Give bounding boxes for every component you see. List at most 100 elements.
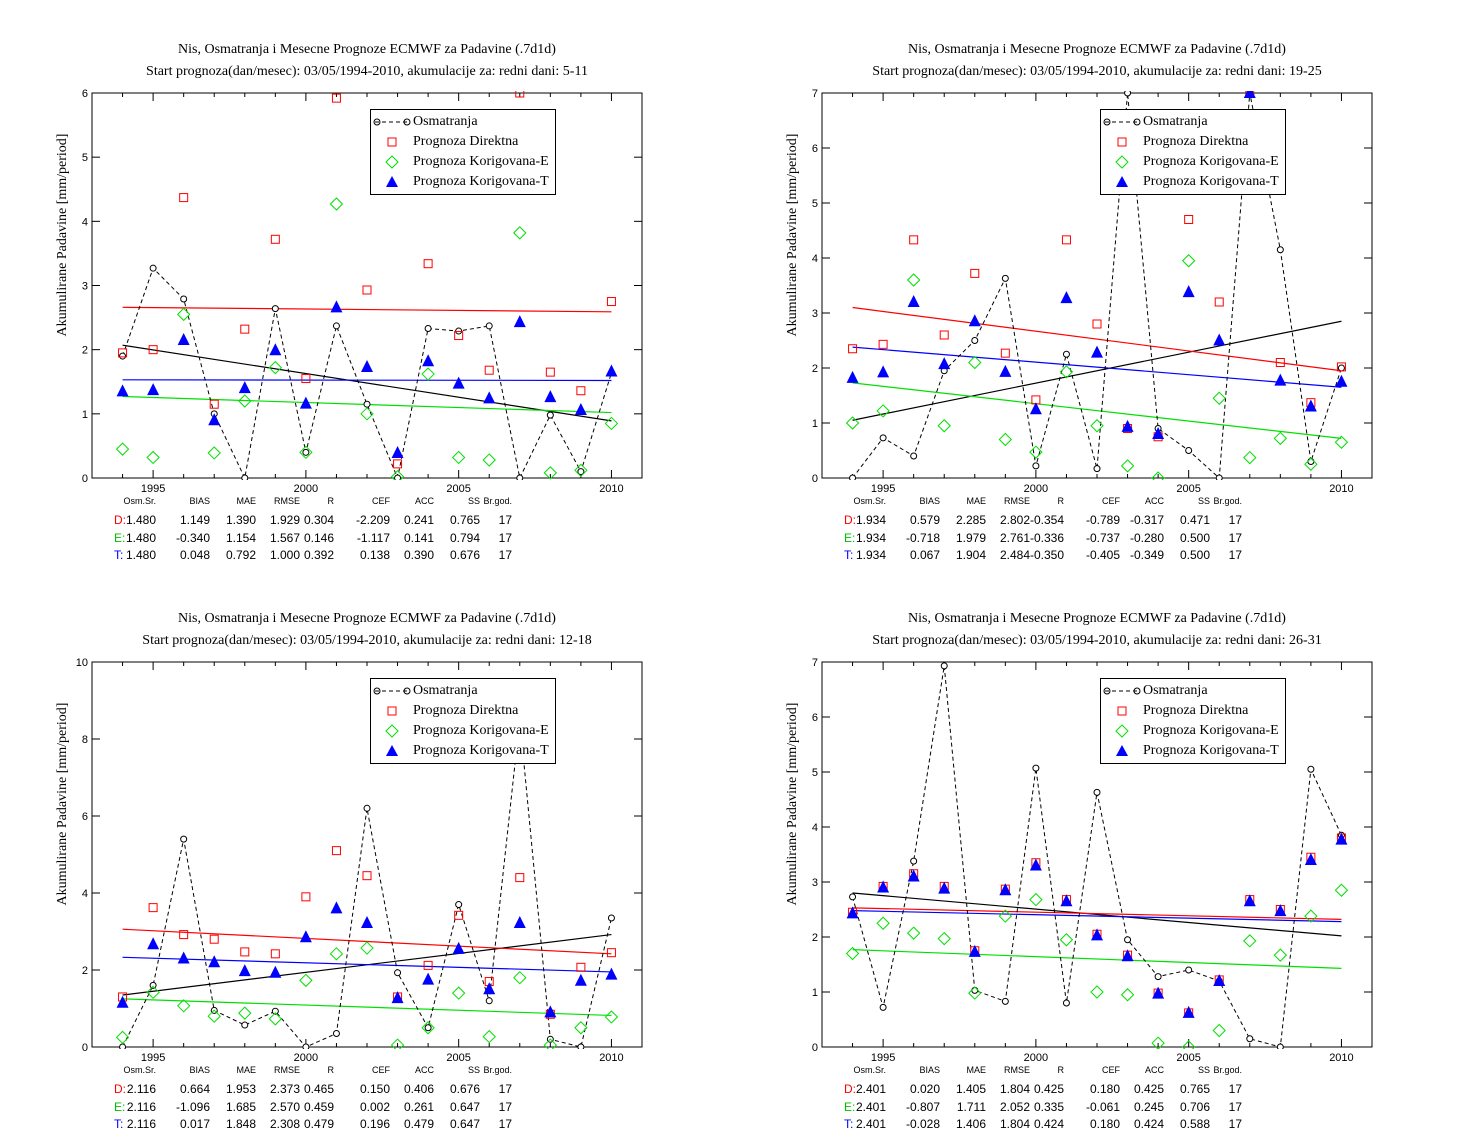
legend: Osmatranja Prognoza Direktna Prognoza Ko… bbox=[1100, 678, 1286, 764]
direct-forecast-point bbox=[1214, 297, 1224, 307]
stats-cell: 0.180 bbox=[1089, 1082, 1120, 1096]
stats-cell: 2.484 bbox=[999, 548, 1030, 562]
stats-header: SS bbox=[1197, 1065, 1210, 1075]
corrected-t-point bbox=[1304, 399, 1317, 412]
stats-header: BIAS bbox=[919, 496, 940, 506]
triangle-marker-icon bbox=[1101, 172, 1143, 192]
y-tick-label: 5 bbox=[812, 767, 818, 779]
y-tick-label: 1 bbox=[812, 987, 818, 999]
stats-cell: 0.304 bbox=[303, 513, 334, 527]
stats-cell: 0.471 bbox=[1179, 513, 1210, 527]
observation-point bbox=[119, 352, 127, 360]
legend-item-corrected-e: Prognoza Korigovana-E bbox=[1101, 721, 1279, 741]
legend-label: Prognoza Direktna bbox=[1143, 134, 1249, 149]
observation-point bbox=[149, 264, 157, 272]
direct-forecast-point bbox=[1000, 348, 1010, 358]
stats-header: R bbox=[1057, 1065, 1065, 1075]
legend-label: Prognoza Korigovana-E bbox=[1143, 723, 1279, 738]
y-tick-label: 4 bbox=[82, 216, 88, 228]
observation-point bbox=[910, 857, 918, 865]
stats-header: BIAS bbox=[919, 1065, 940, 1075]
corrected-t-point bbox=[361, 359, 373, 372]
stats-cell: 2.401 bbox=[855, 1082, 886, 1096]
corrected-t-point bbox=[544, 390, 557, 403]
stats-row-label: T: bbox=[844, 548, 854, 562]
legend-label: Osmatranja bbox=[413, 114, 478, 129]
corrected-t-point bbox=[907, 869, 920, 882]
stats-cell: 1.685 bbox=[225, 1100, 256, 1114]
corrected-t-point bbox=[1152, 986, 1165, 999]
stats-header: R bbox=[1057, 496, 1065, 506]
corrected-e-point bbox=[1334, 435, 1349, 449]
legend-item-observations: Osmatranja bbox=[371, 681, 549, 701]
plot-area: 0 1 2 3 4 5 6 1995 2000 2005 2010 bbox=[82, 88, 643, 495]
x-tick-label: 1995 bbox=[871, 483, 895, 495]
legend-label: Prognoza Direktna bbox=[1143, 703, 1249, 718]
stats-cell: 0.765 bbox=[449, 513, 480, 527]
x-tick-label: 2010 bbox=[1329, 483, 1353, 495]
y-tick-label: 6 bbox=[82, 88, 88, 100]
legend-label: Prognoza Korigovana-E bbox=[413, 723, 549, 738]
y-tick-label: 4 bbox=[812, 822, 818, 834]
corrected-t-point bbox=[1335, 832, 1348, 845]
y-tick-label: 1 bbox=[812, 418, 818, 430]
stats-cell: 1.711 bbox=[956, 1100, 986, 1114]
corrected-e-point bbox=[1243, 934, 1257, 948]
legend-item-direct: Prognoza Direktna bbox=[1101, 132, 1279, 152]
stats-cell: -0.789 bbox=[1085, 513, 1120, 527]
trend-line-corrT bbox=[122, 379, 612, 382]
legend-item-corrected-t: Prognoza Korigovana-T bbox=[1101, 172, 1279, 192]
trend-line-corrE bbox=[852, 949, 1342, 969]
stats-cell: 17 bbox=[1228, 531, 1242, 545]
stats-cell: 2.308 bbox=[269, 1117, 300, 1131]
stats-cell: 17 bbox=[498, 1082, 512, 1096]
observation-point bbox=[1124, 91, 1132, 97]
corrected-t-point bbox=[361, 916, 373, 929]
stats-cell: 0.792 bbox=[225, 548, 256, 562]
corrected-e-point bbox=[146, 985, 160, 1000]
observation-point bbox=[485, 997, 493, 1005]
stats-cell: 0.706 bbox=[1179, 1100, 1210, 1114]
stats-row-label: D: bbox=[114, 513, 126, 527]
observation-point bbox=[394, 474, 402, 480]
corrected-t-point bbox=[1243, 894, 1256, 907]
stats-cell: -0.028 bbox=[905, 1117, 940, 1131]
stats-cell: 0.794 bbox=[449, 531, 480, 545]
observation-point bbox=[1185, 447, 1193, 454]
direct-forecast-point bbox=[515, 91, 525, 98]
corrected-e-point bbox=[1181, 254, 1196, 268]
legend-label: Prognoza Korigovana-E bbox=[1143, 154, 1279, 169]
legend-item-corrected-e: Prognoza Korigovana-E bbox=[371, 152, 549, 172]
stats-cell: 0.424 bbox=[1133, 1117, 1164, 1131]
stats-cell: 0.196 bbox=[359, 1117, 390, 1131]
corrected-t-point bbox=[938, 357, 951, 370]
direct-forecast-point bbox=[301, 374, 311, 384]
corrected-t-point bbox=[116, 995, 129, 1008]
chart-panel-2: Nis, Osmatranja i Mesecne Prognoze ECMWF… bbox=[730, 0, 1430, 569]
stats-cell: 1.000 bbox=[269, 548, 300, 562]
corrected-e-point bbox=[1151, 471, 1165, 480]
direct-forecast-point bbox=[148, 903, 158, 913]
stats-row-label: T: bbox=[114, 1117, 124, 1131]
chart-title: Nis, Osmatranja i Mesecne Prognoze ECMWF… bbox=[908, 42, 1286, 57]
chart-subtitle: Start prognoza(dan/mesec): 03/05/1994-20… bbox=[146, 64, 588, 79]
observation-point bbox=[1307, 765, 1315, 773]
y-tick-label: 5 bbox=[82, 152, 88, 164]
legend-item-direct: Prognoza Direktna bbox=[371, 132, 549, 152]
stats-cell: 0.459 bbox=[303, 1100, 334, 1114]
corrected-e-point bbox=[329, 197, 344, 211]
direct-forecast-point bbox=[484, 365, 494, 375]
corrected-e-point bbox=[876, 916, 890, 930]
corrected-t-point bbox=[544, 1005, 557, 1018]
triangle-marker-icon bbox=[371, 172, 413, 192]
corrected-t-point bbox=[269, 965, 282, 978]
stats-cell: 0.647 bbox=[449, 1117, 480, 1131]
stats-header: Osm.Sr. bbox=[853, 1065, 886, 1075]
corrected-t-point bbox=[1152, 427, 1165, 439]
stats-cell: 0.588 bbox=[1179, 1117, 1210, 1131]
square-marker-icon bbox=[371, 701, 413, 721]
observation-point bbox=[485, 322, 493, 330]
stats-header: SS bbox=[1197, 496, 1210, 506]
corrected-e-point bbox=[1151, 1036, 1165, 1049]
legend-item-direct: Prognoza Direktna bbox=[371, 701, 549, 721]
